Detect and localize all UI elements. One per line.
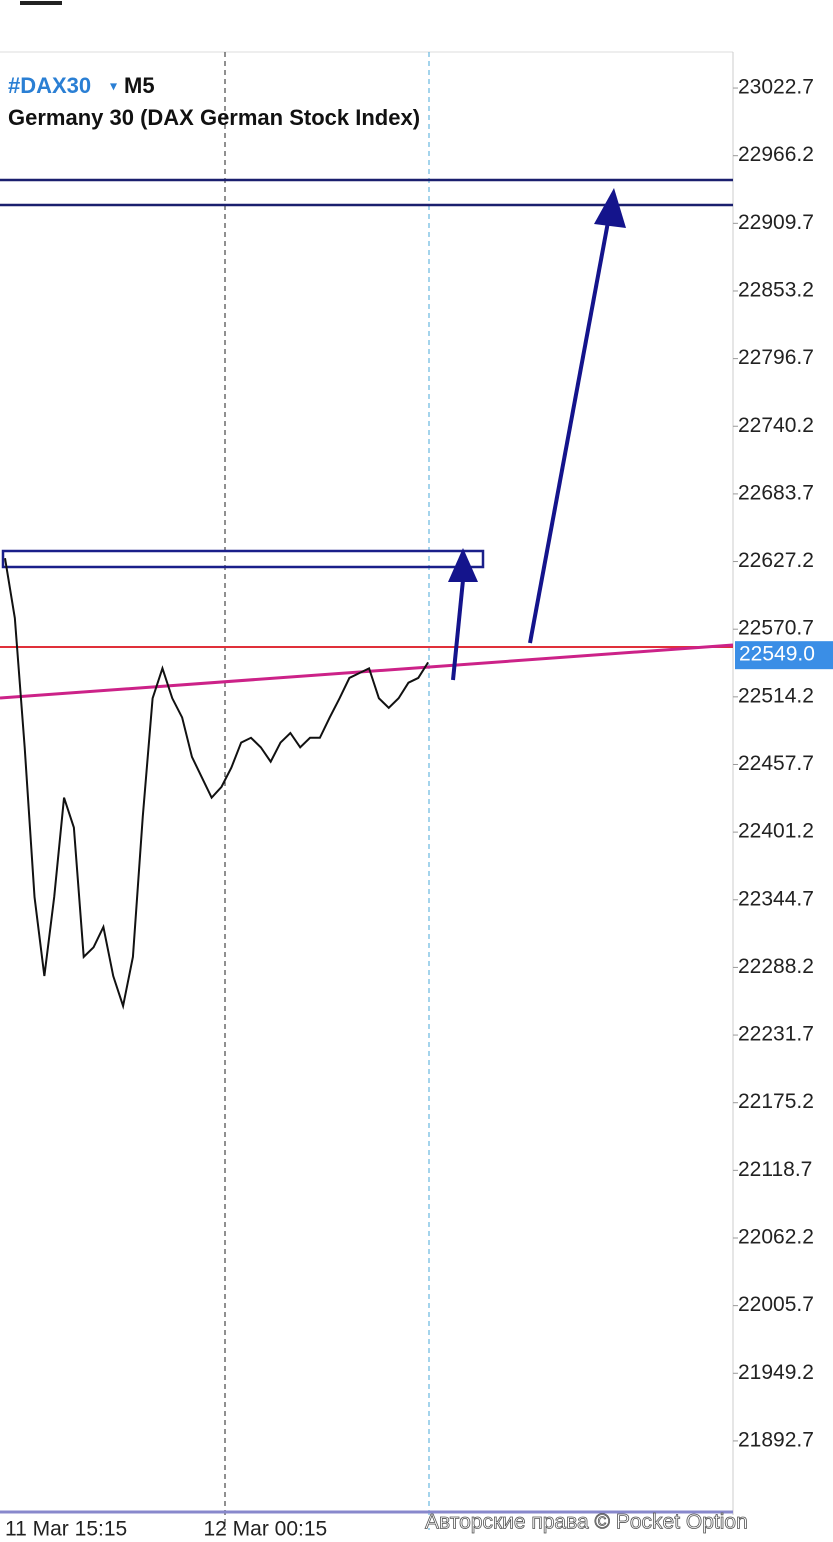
dropdown-icon[interactable]: ▾ [110,78,117,94]
y-tick-label: 22514.2 [738,684,814,707]
y-tick-label: 22853.2 [738,279,814,302]
y-tick-label: 21949.2 [738,1361,814,1384]
y-tick-label: 22231.7 [738,1023,814,1046]
y-tick-label: 22570.7 [738,617,814,640]
y-tick-label: 22005.7 [738,1293,814,1316]
zone-box [1,549,485,569]
current-price-box [735,641,833,670]
x-tick-label: 12 Mar 00:15 [203,1518,327,1537]
y-tick-label: 22796.7 [738,346,814,369]
y-tick-label: 22288.2 [738,955,814,978]
y-tick-label: 22118.7 [738,1158,812,1181]
y-tick-label: 22627.2 [738,549,814,572]
arrow [528,221,610,644]
trend-line [0,643,734,700]
symbol[interactable]: #DAX30 [8,73,91,98]
price-line [4,558,429,1010]
y-tick-label: 22966.2 [738,143,814,166]
instrument-name: Germany 30 (DAX German Stock Index) [8,105,420,130]
watermark: Авторские права © Pocket Option [425,1511,748,1534]
x-tick-label: 11 Mar 15:15 [5,1518,127,1537]
y-tick-label: 22062.2 [738,1226,814,1249]
y-tick-label: 22401.2 [738,820,814,843]
y-tick-label: 22457.7 [738,752,814,775]
arrow [451,579,465,681]
arrow-head [594,188,626,228]
y-tick-label: 22683.7 [738,481,814,504]
arrow-head [448,548,478,582]
timeframe[interactable]: M5 [124,73,155,98]
y-tick-label: 22909.7 [738,211,814,234]
y-tick-label: 23022.7 [738,76,814,99]
y-tick-label: 22344.7 [738,887,814,910]
current-price-label: 22549.0 [739,643,815,666]
y-tick-label: 22175.2 [738,1090,814,1113]
y-tick-label: 22740.2 [738,414,814,437]
y-tick-label: 21892.7 [738,1428,814,1451]
